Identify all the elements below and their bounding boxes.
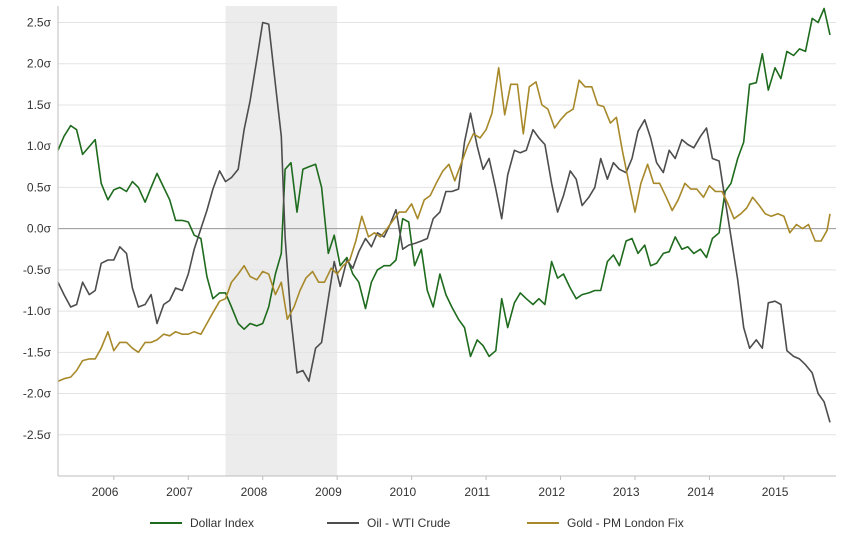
y-tick-label: 1.5σ bbox=[27, 98, 52, 112]
x-tick-label: 2014 bbox=[687, 485, 714, 499]
legend-label-dollar-index: Dollar Index bbox=[190, 516, 254, 530]
legend-label-oil-wti-crude: Oil - WTI Crude bbox=[367, 516, 451, 530]
y-tick-label: -1.0σ bbox=[23, 304, 52, 318]
series-line-dollar-index bbox=[57, 7, 831, 358]
y-tick-label: 2.5σ bbox=[27, 15, 52, 29]
x-tick-label: 2010 bbox=[390, 485, 417, 499]
y-axis-tick-labels: 2.5σ 2.0σ 1.5σ 1.0σ 0.5σ 0.0σ -0.5σ -1.0σ -1.5σ -… bbox=[23, 15, 52, 441]
x-tick-label: 2009 bbox=[315, 485, 342, 499]
x-tick-label: 2011 bbox=[464, 485, 490, 499]
y-tick-label: 0.0σ bbox=[27, 222, 52, 236]
axes bbox=[57, 6, 836, 480]
series-line-oil-wti-crude bbox=[57, 21, 831, 423]
legend: Dollar Index Oil - WTI Crude Gold - PM Lon… bbox=[150, 516, 684, 530]
x-axis-tick-labels: 2006 2007 2008 2009 2010 2011 2012 2013 2014 2015 bbox=[92, 485, 789, 499]
y-tick-label: 2.0σ bbox=[27, 57, 52, 71]
gridlines bbox=[58, 21, 836, 436]
x-tick-label: 2006 bbox=[92, 485, 119, 499]
series-lines bbox=[57, 7, 831, 423]
x-tick-label: 2013 bbox=[613, 485, 640, 499]
y-tick-label: 1.0σ bbox=[27, 139, 52, 153]
x-tick-label: 2012 bbox=[538, 485, 565, 499]
y-tick-label: -0.5σ bbox=[23, 263, 52, 277]
y-tick-label: 0.5σ bbox=[27, 180, 52, 194]
y-tick-label: -1.5σ bbox=[23, 345, 52, 359]
series-line-gold-pm-london-fix bbox=[57, 67, 831, 382]
y-tick-label: -2.5σ bbox=[23, 428, 52, 442]
x-tick-label: 2008 bbox=[241, 485, 268, 499]
y-tick-label: -2.0σ bbox=[23, 387, 52, 401]
legend-label-gold-pm-london-fix: Gold - PM London Fix bbox=[567, 516, 684, 530]
x-tick-label: 2007 bbox=[166, 485, 193, 499]
x-tick-label: 2015 bbox=[762, 485, 789, 499]
